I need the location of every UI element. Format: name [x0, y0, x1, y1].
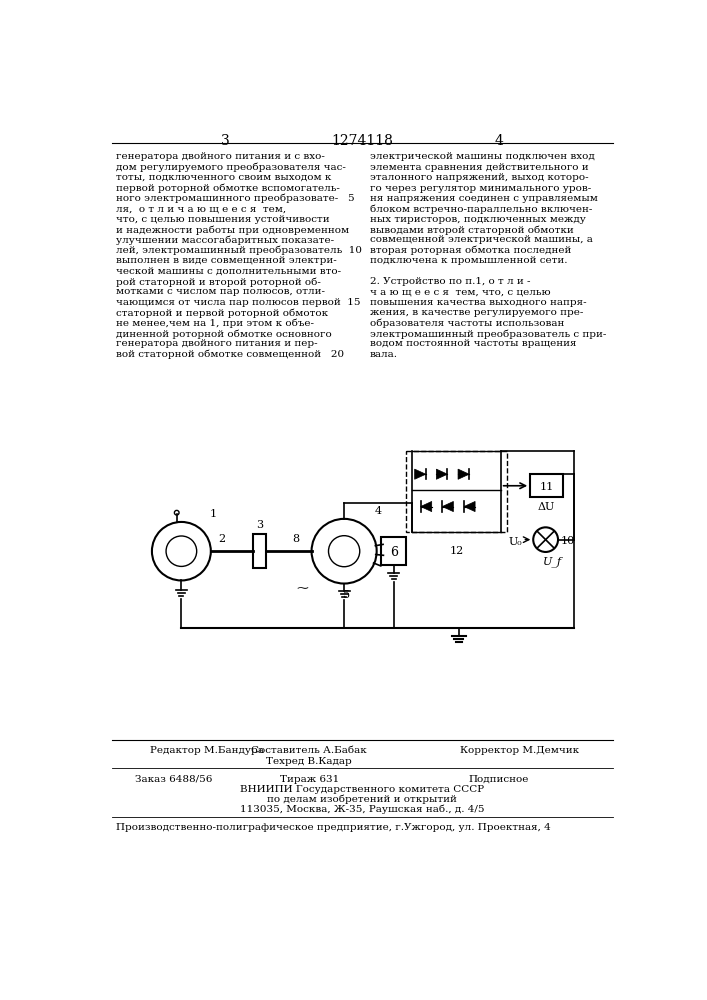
Text: ля,  о т л и ч а ю щ е е с я  тем,: ля, о т л и ч а ю щ е е с я тем, [115, 204, 286, 213]
Polygon shape [414, 469, 426, 479]
Text: образователя частоты использован: образователя частоты использован [370, 319, 564, 328]
Text: ня напряжения соединен с управляемым: ня напряжения соединен с управляемым [370, 194, 597, 203]
Text: Составитель А.Бабак: Составитель А.Бабак [252, 746, 367, 755]
Text: Тираж 631: Тираж 631 [280, 774, 339, 784]
Text: улучшении массогабаритных показате-: улучшении массогабаритных показате- [115, 235, 334, 245]
Text: 11: 11 [539, 482, 554, 492]
Text: ΔU: ΔU [538, 502, 555, 512]
Text: вой статорной обмотке совмещенной   20: вой статорной обмотке совмещенной 20 [115, 350, 344, 359]
Bar [253, 534, 266, 568]
Text: тоты, подключенного своим выходом к: тоты, подключенного своим выходом к [115, 173, 331, 182]
Text: ческой машины с дополнительными вто-: ческой машины с дополнительными вто- [115, 267, 341, 276]
Text: блоком встречно-параллельно включен-: блоком встречно-параллельно включен- [370, 204, 592, 214]
Text: U_f: U_f [542, 556, 561, 567]
Text: Производственно-полиграфическое предприятие, г.Ужгород, ул. Проектная, 4: Производственно-полиграфическое предприя… [115, 823, 550, 832]
Bar [406, 451, 507, 532]
Text: генератора двойного питания и с вхо-: генератора двойного питания и с вхо- [115, 152, 325, 161]
Text: диненной роторной обмотке основного: диненной роторной обмотке основного [115, 329, 332, 339]
Text: 2: 2 [218, 534, 226, 544]
Text: Редактор М.Бандура: Редактор М.Бандура [151, 746, 264, 755]
Text: выводами второй статорной обмотки: выводами второй статорной обмотки [370, 225, 573, 235]
Text: 6: 6 [390, 546, 398, 559]
Text: 2. Устройство по п.1, о т л и -: 2. Устройство по п.1, о т л и - [370, 277, 530, 286]
Text: 4: 4 [375, 506, 382, 516]
Text: ного электромашинного преобразовате-   5: ного электромашинного преобразовате- 5 [115, 194, 354, 203]
Text: элемента сравнения действительного и: элемента сравнения действительного и [370, 163, 588, 172]
Text: 5: 5 [343, 590, 350, 600]
Text: мотками с числом пар полюсов, отли-: мотками с числом пар полюсов, отли- [115, 287, 325, 296]
Text: 113035, Москва, Ж-35, Раушская наб., д. 4/5: 113035, Москва, Ж-35, Раушская наб., д. … [240, 805, 484, 814]
Text: го через регулятор минимального уров-: го через регулятор минимального уров- [370, 184, 591, 193]
Text: не менее,чем на 1, при этом к объе-: не менее,чем на 1, при этом к объе- [115, 319, 313, 328]
Text: генератора двойного питания и пер-: генератора двойного питания и пер- [115, 339, 317, 348]
Text: ВНИИПИ Государственного комитета СССР: ВНИИПИ Государственного комитета СССР [240, 785, 484, 794]
Text: эталонного напряжений, выход которо-: эталонного напряжений, выход которо- [370, 173, 588, 182]
Polygon shape [421, 501, 432, 512]
Text: лей, электромашинный преобразователь  10: лей, электромашинный преобразователь 10 [115, 246, 361, 255]
Text: Заказ 6488/56: Заказ 6488/56 [135, 774, 212, 784]
Text: и надежности работы при одновременном: и надежности работы при одновременном [115, 225, 349, 235]
Text: 3: 3 [256, 520, 263, 530]
Text: 3: 3 [221, 134, 230, 148]
Text: жения, в качестве регулируемого пре-: жения, в качестве регулируемого пре- [370, 308, 583, 317]
Text: что, с целью повышения устойчивости: что, с целью повышения устойчивости [115, 215, 329, 224]
Bar [530, 474, 563, 497]
Text: вала.: вала. [370, 350, 398, 359]
Text: чающимся от числа пар полюсов первой  15: чающимся от числа пар полюсов первой 15 [115, 298, 360, 307]
Bar [381, 537, 406, 565]
Text: 8: 8 [293, 534, 300, 544]
Text: по делам изобретений и открытий: по делам изобретений и открытий [267, 795, 457, 804]
Text: дом регулируемого преобразователя час-: дом регулируемого преобразователя час- [115, 163, 346, 172]
Text: 12: 12 [450, 546, 464, 556]
Text: Техред В.Кадар: Техред В.Кадар [267, 757, 352, 766]
Text: подключена к промышленной сети.: подключена к промышленной сети. [370, 256, 567, 265]
Text: 1: 1 [209, 509, 216, 519]
Text: 10: 10 [561, 536, 575, 546]
Text: статорной и первой роторной обмоток: статорной и первой роторной обмоток [115, 308, 327, 318]
Text: вторая роторная обмотка последней: вторая роторная обмотка последней [370, 246, 571, 255]
Text: ~: ~ [296, 579, 309, 596]
Polygon shape [464, 501, 475, 512]
Text: U₀: U₀ [508, 537, 522, 547]
Text: ных тиристоров, подключенных между: ных тиристоров, подключенных между [370, 215, 585, 224]
Text: 1274118: 1274118 [331, 134, 393, 148]
Text: водом постоянной частоты вращения: водом постоянной частоты вращения [370, 339, 576, 348]
Text: Корректор М.Демчик: Корректор М.Демчик [460, 746, 580, 755]
Text: совмещенной электрической машины, а: совмещенной электрической машины, а [370, 235, 592, 244]
Text: электромашинный преобразователь с при-: электромашинный преобразователь с при- [370, 329, 606, 339]
Text: рой статорной и второй роторной об-: рой статорной и второй роторной об- [115, 277, 320, 287]
Polygon shape [458, 469, 469, 479]
Text: электрической машины подключен вход: электрической машины подключен вход [370, 152, 595, 161]
Text: Подписное: Подписное [468, 774, 529, 784]
Text: выполнен в виде совмещенной электри-: выполнен в виде совмещенной электри- [115, 256, 337, 265]
Text: 4: 4 [495, 134, 503, 148]
Text: первой роторной обмотке вспомогатель-: первой роторной обмотке вспомогатель- [115, 184, 339, 193]
Text: ч а ю щ е е с я  тем, что, с целью: ч а ю щ е е с я тем, что, с целью [370, 287, 550, 296]
Polygon shape [436, 469, 448, 479]
Polygon shape [443, 501, 453, 512]
Text: повышения качества выходного напря-: повышения качества выходного напря- [370, 298, 586, 307]
